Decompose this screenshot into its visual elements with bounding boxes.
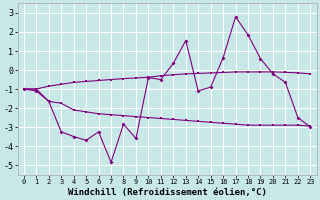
X-axis label: Windchill (Refroidissement éolien,°C): Windchill (Refroidissement éolien,°C) xyxy=(68,188,267,197)
